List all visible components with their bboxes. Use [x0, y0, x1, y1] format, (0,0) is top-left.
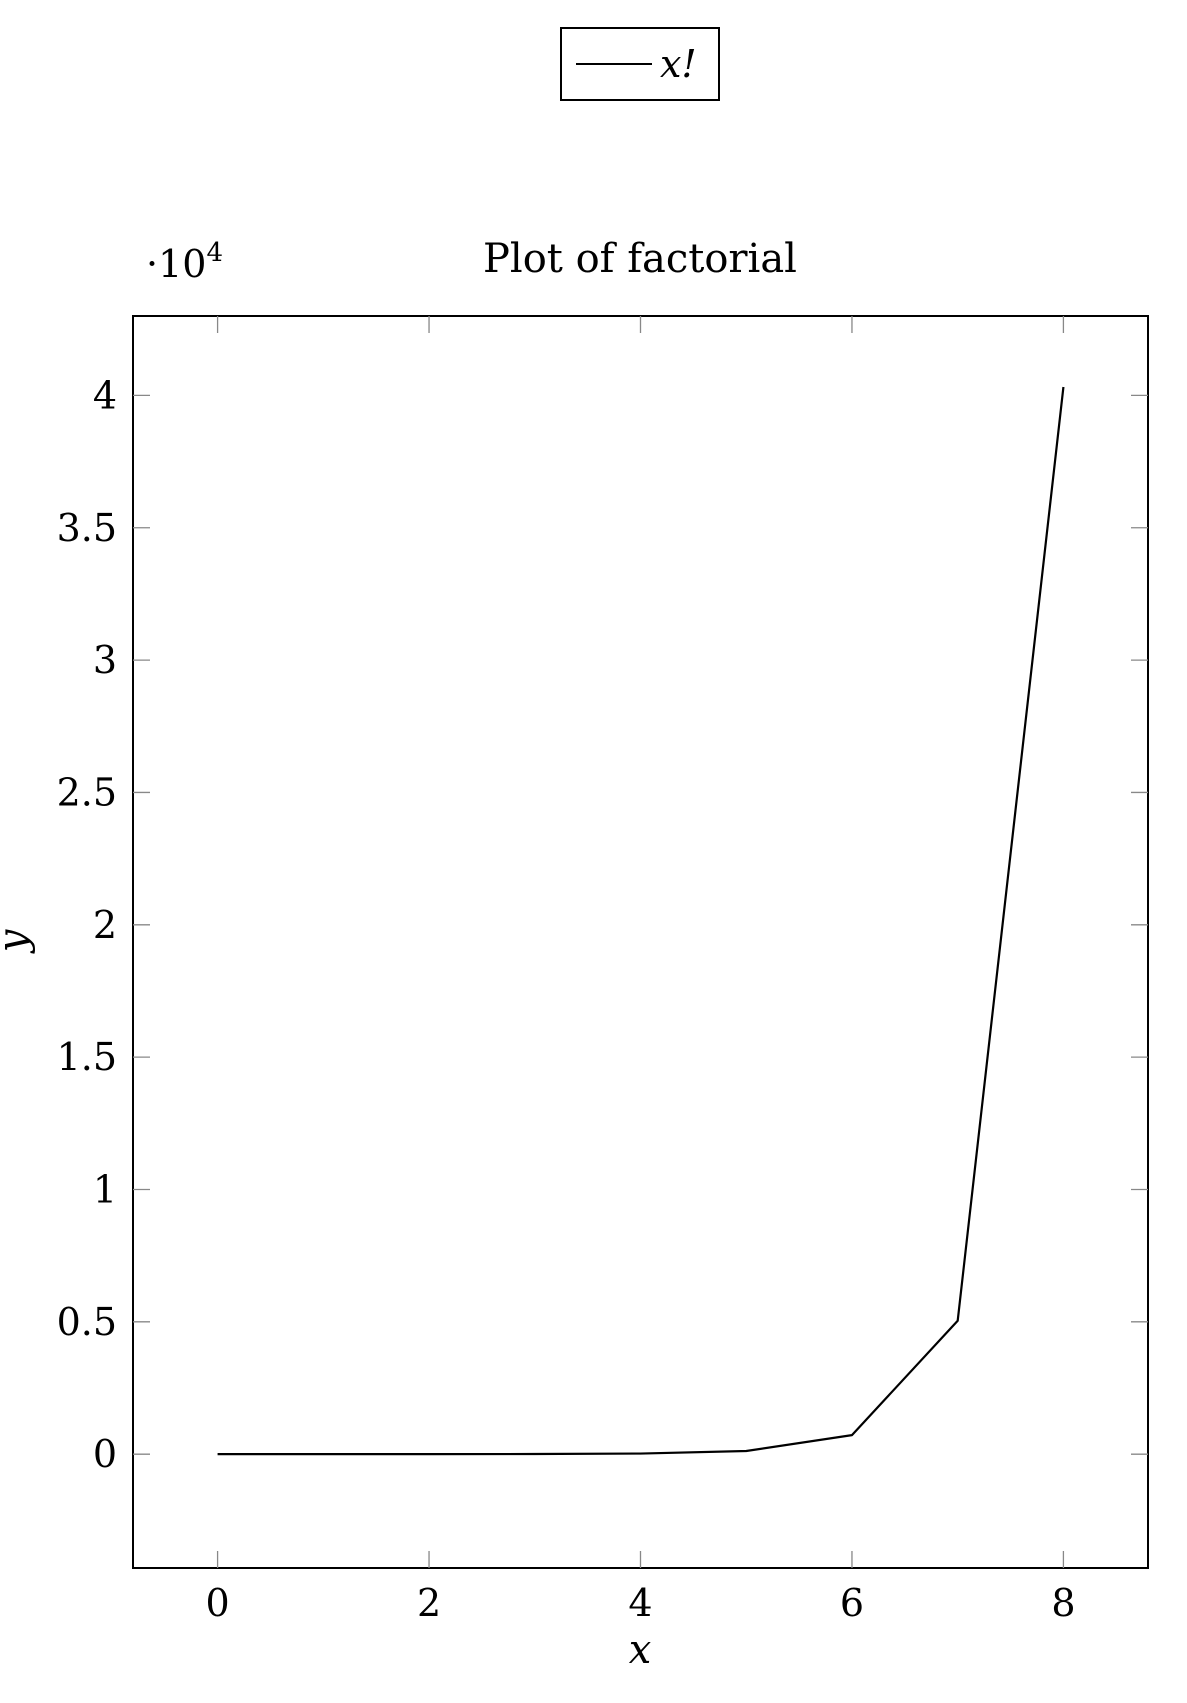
- y-tick-label: 3.5: [57, 506, 117, 550]
- axis-tick-labels: 0 2 4 6 8 0 0.5 1 1.5 2 2.5 3 3.5 4: [57, 373, 1076, 1625]
- y-axis-multiplier: ·104: [146, 238, 223, 286]
- chart-title: Plot of factorial: [483, 236, 797, 282]
- x-axis-label: x: [629, 1627, 652, 1673]
- y-tick-label: 1: [93, 1167, 117, 1211]
- y-tick-label: 0: [93, 1432, 117, 1476]
- y-tick-label: 3: [93, 638, 117, 682]
- y-axis-multiplier-base: ·10: [146, 242, 206, 286]
- y-tick-label: 0.5: [57, 1300, 117, 1344]
- y-tick-label: 2.5: [57, 770, 117, 814]
- x-tick-label: 4: [628, 1581, 652, 1625]
- x-tick-label: 0: [205, 1581, 229, 1625]
- legend-entry-label: x!: [660, 42, 697, 86]
- x-tick-label: 6: [840, 1581, 864, 1625]
- legend: x!: [560, 27, 720, 101]
- series-line-factorial: [217, 386, 1065, 1456]
- plot-area-frame: [132, 315, 1149, 1569]
- y-tick-label: 2: [93, 903, 117, 947]
- y-tick-label: 4: [93, 373, 117, 417]
- x-tick-label: 8: [1051, 1581, 1075, 1625]
- series-group: [217, 386, 1065, 1456]
- y-axis-label: y: [0, 928, 36, 954]
- y-tick-label: 1.5: [57, 1035, 117, 1079]
- y-axis-multiplier-exponent: 4: [206, 238, 223, 268]
- x-tick-label: 2: [417, 1581, 441, 1625]
- axis-ticks: [133, 316, 1148, 1568]
